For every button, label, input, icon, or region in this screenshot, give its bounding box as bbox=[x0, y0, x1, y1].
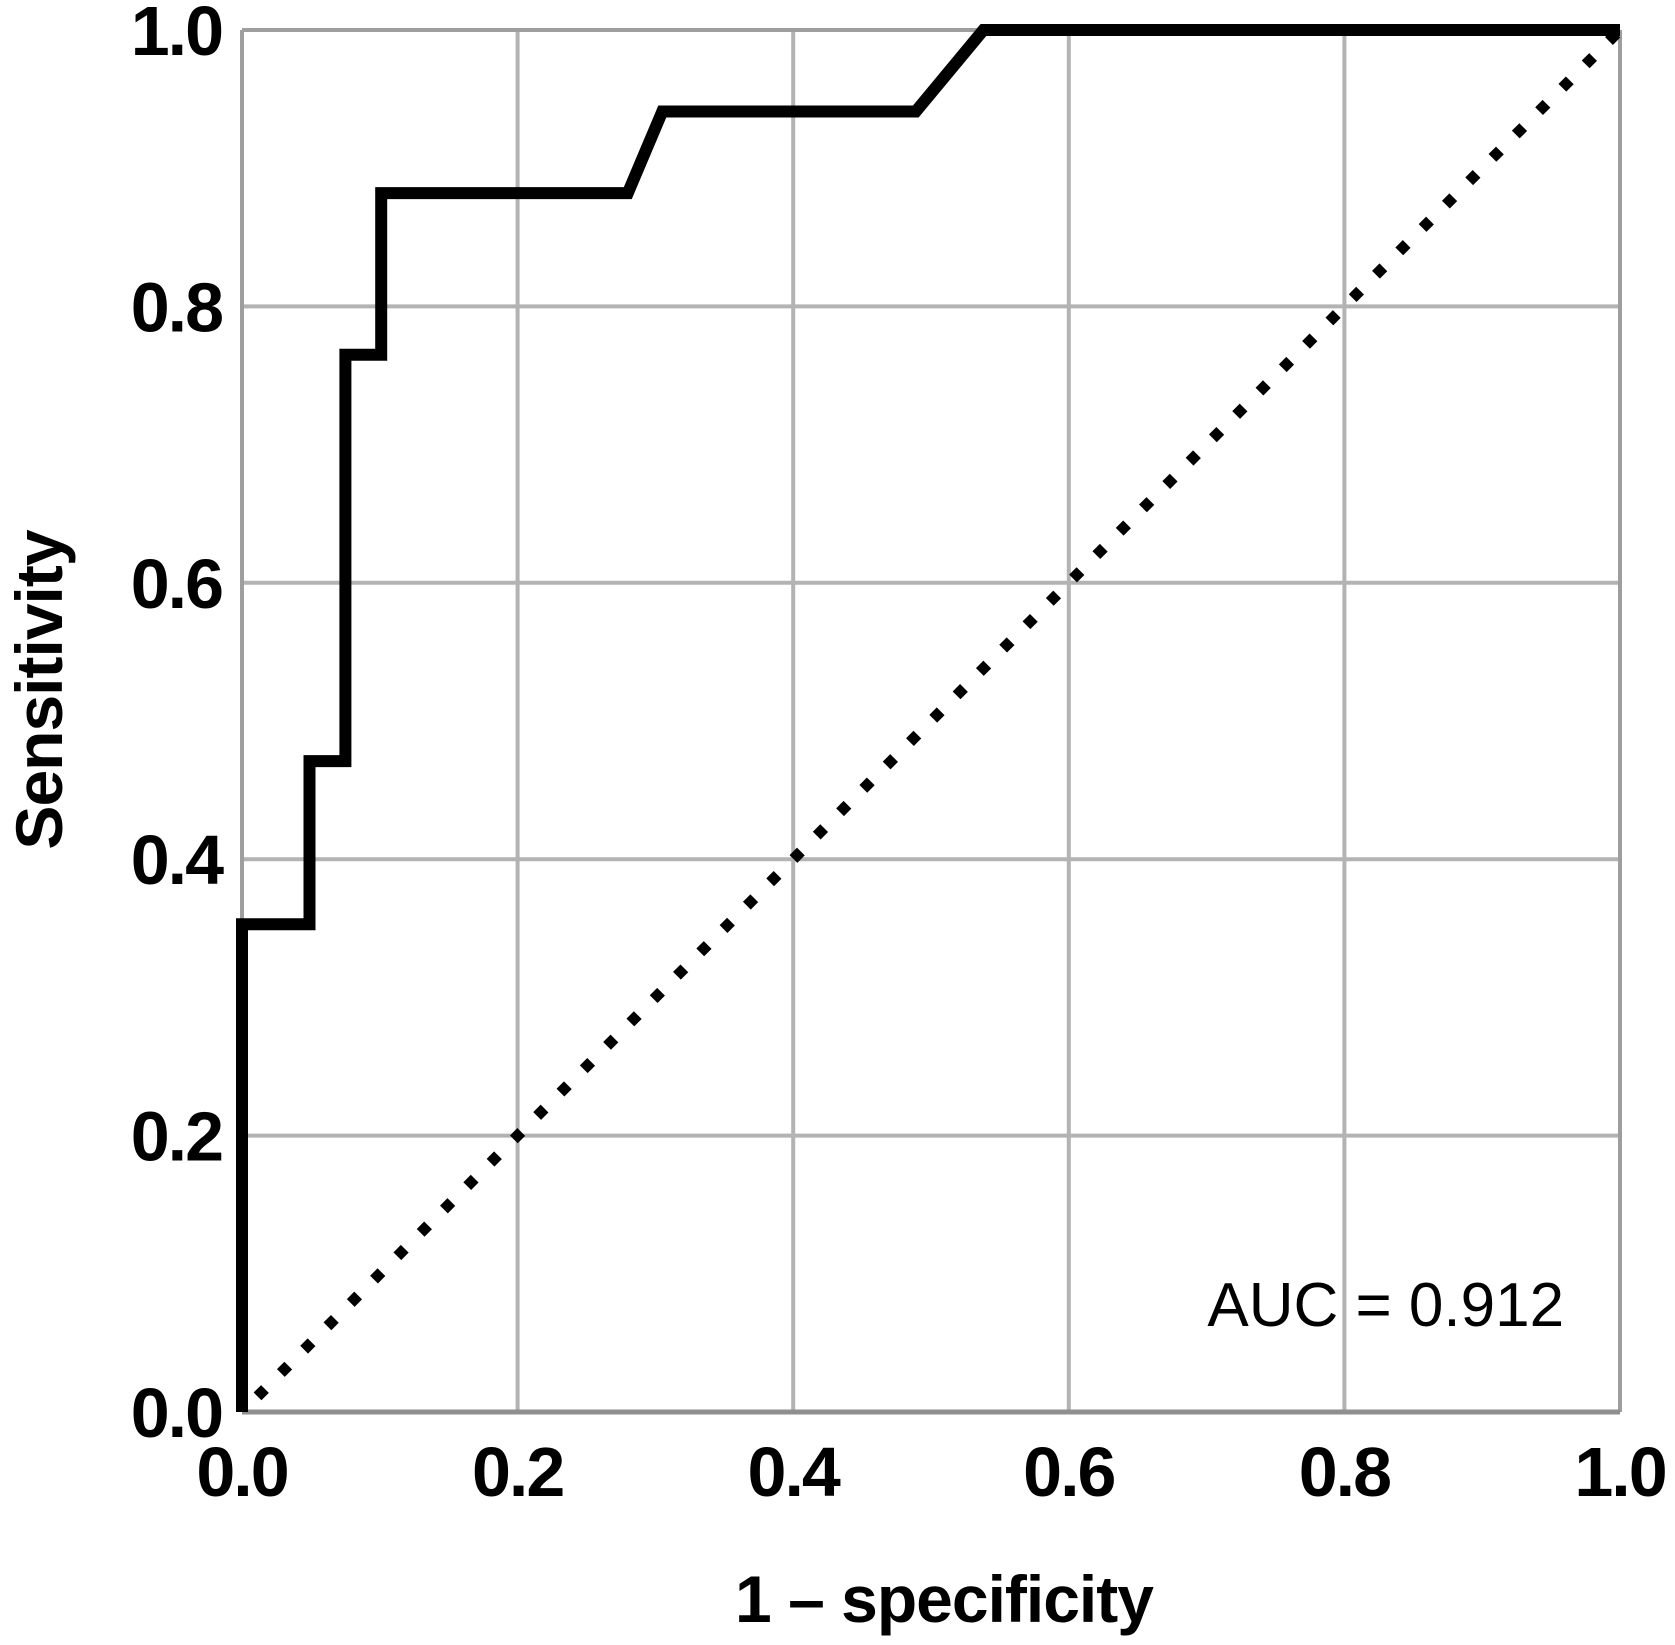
y-tick-label: 1.0 bbox=[131, 0, 222, 70]
x-axis-title: 1 – specificity bbox=[735, 1562, 1154, 1636]
x-tick-label: 1.0 bbox=[1574, 1433, 1665, 1511]
gridlines bbox=[242, 30, 1620, 1412]
y-tick-label: 0.8 bbox=[131, 268, 222, 346]
tick-labels: 0.0 0.2 0.4 0.6 0.8 1.0 0.0 0.2 0.4 0.6 0.8 1.0 bbox=[131, 0, 1668, 1511]
chart-series bbox=[236, 24, 1624, 1416]
x-tick-label: 0.4 bbox=[748, 1433, 841, 1511]
x-tick-label: 0.6 bbox=[1023, 1433, 1114, 1511]
y-axis-title: Sensitivity bbox=[2, 529, 76, 849]
auc-annotation: AUC = 0.912 bbox=[1207, 1271, 1564, 1340]
reference-diagonal-line bbox=[238, 26, 1624, 1416]
y-tick-label: 0.2 bbox=[131, 1098, 222, 1176]
x-tick-label: 0.0 bbox=[196, 1433, 287, 1511]
y-tick-label: 0.4 bbox=[131, 821, 224, 899]
x-tick-label: 0.8 bbox=[1299, 1433, 1390, 1511]
roc-curve-line bbox=[236, 24, 1620, 1412]
x-tick-label: 0.2 bbox=[472, 1433, 563, 1511]
y-tick-label: 0.0 bbox=[131, 1374, 222, 1452]
y-tick-label: 0.6 bbox=[131, 545, 222, 623]
